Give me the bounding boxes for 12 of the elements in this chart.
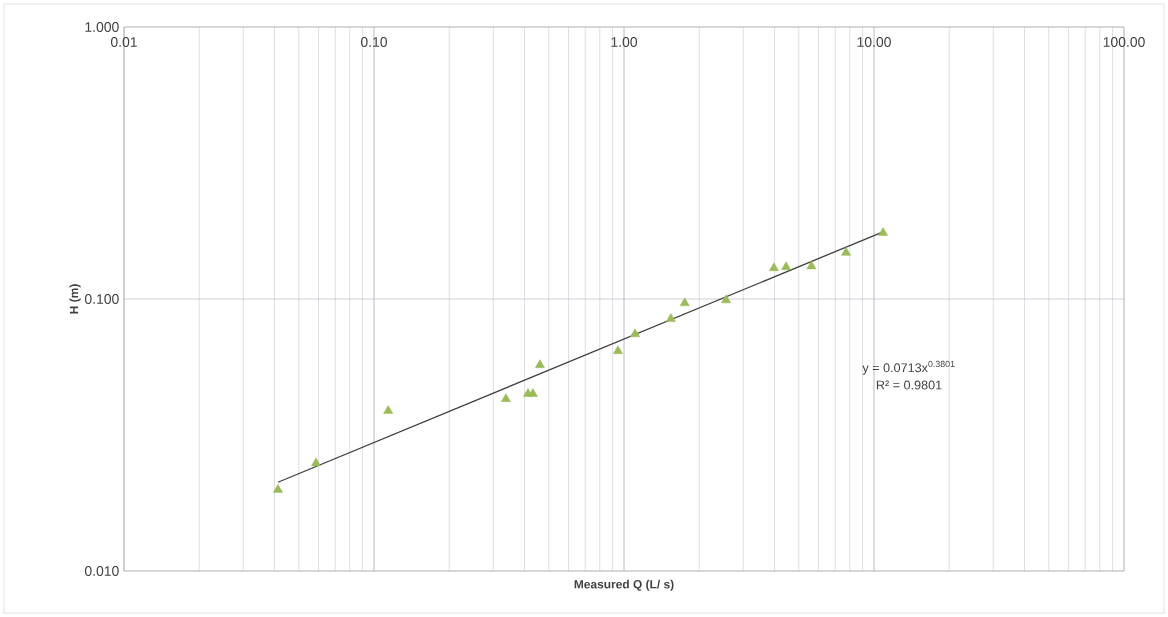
annotation: y = 0.0713x$^{0.3801}$ [862,360,955,375]
x-tick-label: 100.00 [1103,37,1145,47]
y-tick-label: 0.100 [84,294,119,304]
x-tick-label: 1.00 [611,37,638,47]
y-tick-label: 0.010 [84,566,119,576]
y-tick-label: 1.000 [85,22,119,32]
y-axis-title: H (m) [69,284,81,314]
x-tick-label: 10.00 [857,37,891,47]
x-tick-label: 0.10 [360,37,388,47]
annotation: R² = 0.9801 [876,380,942,390]
x-tick-label: 0.01 [110,37,137,47]
x-axis-title: Measured Q (L/ s) [574,579,674,591]
